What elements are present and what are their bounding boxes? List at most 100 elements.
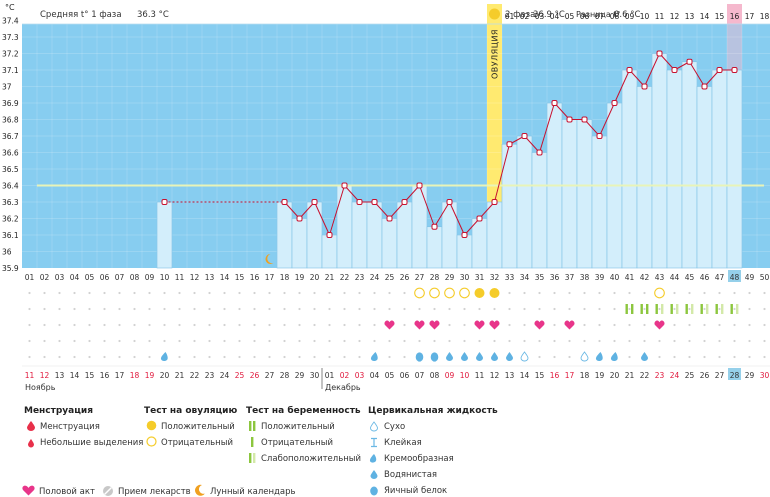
grid-dot [628,355,631,359]
grid-dot [178,323,181,327]
grid-dot [628,323,631,327]
grid-dot [43,307,46,311]
grid-dot [148,307,151,311]
grid-dot [478,339,481,343]
grid-dot [73,291,76,295]
calendar-date-label: 14 [70,371,80,380]
grid-dot [718,355,721,359]
temperature-bar [726,69,743,269]
legend-lunar-calendar: Лунный календарь [210,487,296,497]
grid-dot [313,339,316,343]
legend-spotting: Небольшие выделения [40,438,144,448]
ovulation-test-negative [414,287,425,299]
grid-dot [673,323,676,327]
grid-dot [178,291,181,295]
calendar-date-label: 22 [640,371,650,380]
header-day-label: 17 [745,12,755,21]
cycle-day-label: 43 [655,273,665,282]
calendar-date-label: 30 [310,371,320,380]
calendar-date-label: 13 [505,371,515,380]
grid-dot [718,307,721,311]
temperature-bar [411,185,428,269]
fluid-creamy [160,352,168,362]
ovulation-test-positive [489,288,500,298]
grid-dot [613,339,616,343]
legend-ovulation-negative: Отрицательный [161,438,233,448]
cycle-day-label: 34 [520,273,530,282]
calendar-date-label: 19 [145,371,155,380]
menstruation-drop-icon [27,421,35,431]
grid-dot [58,291,61,295]
y-tick-label: 37.3 [2,33,19,42]
temperature-bar [456,234,473,269]
calendar-date-label: 18 [130,371,140,380]
calendar-date-label: 17 [565,371,575,380]
grid-dot [268,323,271,327]
temperature-line-segment [449,201,465,236]
cycle-day-label: 35 [535,273,545,282]
grid-dot [283,307,286,311]
ovulation-marker-circle [489,8,500,20]
legend-menstruation-title: Менструация [24,406,93,416]
cycle-day-label: 21 [325,273,335,282]
temperature-bar [666,69,683,269]
cycle-day-label: 17 [265,273,275,282]
ovulation-test-negative [444,287,455,299]
temperature-line-segment [539,102,555,153]
legend-fluid-watery: Водянистая [384,470,438,480]
cycle-day-label: 12 [190,273,200,282]
header-day-label: 10 [640,12,650,21]
calendar-date-label: 23 [205,371,215,380]
grid-dot [328,291,331,295]
grid-dot [748,307,751,311]
cycle-day-label: 31 [475,273,485,282]
fluid-watery [491,352,498,361]
grid-dot [343,307,346,311]
grid-dot [628,291,631,295]
ovulation-test-positive [474,288,485,298]
grid-dot [748,339,751,343]
temperature-point [641,83,648,90]
grid-dot [403,291,406,295]
header-day-label: 11 [655,12,665,21]
temperature-line-segment [584,119,600,137]
grid-dot [133,355,136,359]
fluid-watery-icon [370,470,378,479]
grid-dot [523,307,526,311]
temperature-point [356,199,363,205]
calendar-date-label: 10 [460,371,470,380]
calendar-date-label: 05 [385,371,395,380]
intercourse-heart [489,320,500,330]
grid-dot [118,291,121,295]
y-tick-label: 36.8 [2,116,19,125]
calendar-date-label: 28 [280,371,290,380]
grid-dot [73,323,76,327]
temperature-point [551,100,558,106]
grid-dot [373,307,376,311]
temperature-bar [636,86,653,269]
grid-dot [208,323,211,327]
calendar-date-label: 26 [700,371,710,380]
grid-dot [388,307,391,311]
pregnancy-test-negative-icon [251,437,254,447]
calendar-date-label: 29 [295,371,305,380]
intercourse-heart [474,320,485,330]
cycle-day-label: 44 [670,273,680,282]
grid-dot [763,323,766,327]
cycle-day-label: 50 [760,273,770,282]
grid-dot [43,291,46,295]
cycle-day-label: 03 [55,273,65,282]
grid-dot [763,291,766,295]
temperature-point [446,199,453,205]
grid-dot [88,339,91,343]
grid-dot [358,291,361,295]
grid-dot [598,291,601,295]
calendar-date-label: 21 [625,371,635,380]
grid-dot [583,291,586,295]
grid-dot [688,323,691,327]
fluid-watery [506,352,513,361]
grid-dot [133,307,136,311]
grid-dot [703,339,706,343]
header-day-label: 05 [565,12,575,21]
